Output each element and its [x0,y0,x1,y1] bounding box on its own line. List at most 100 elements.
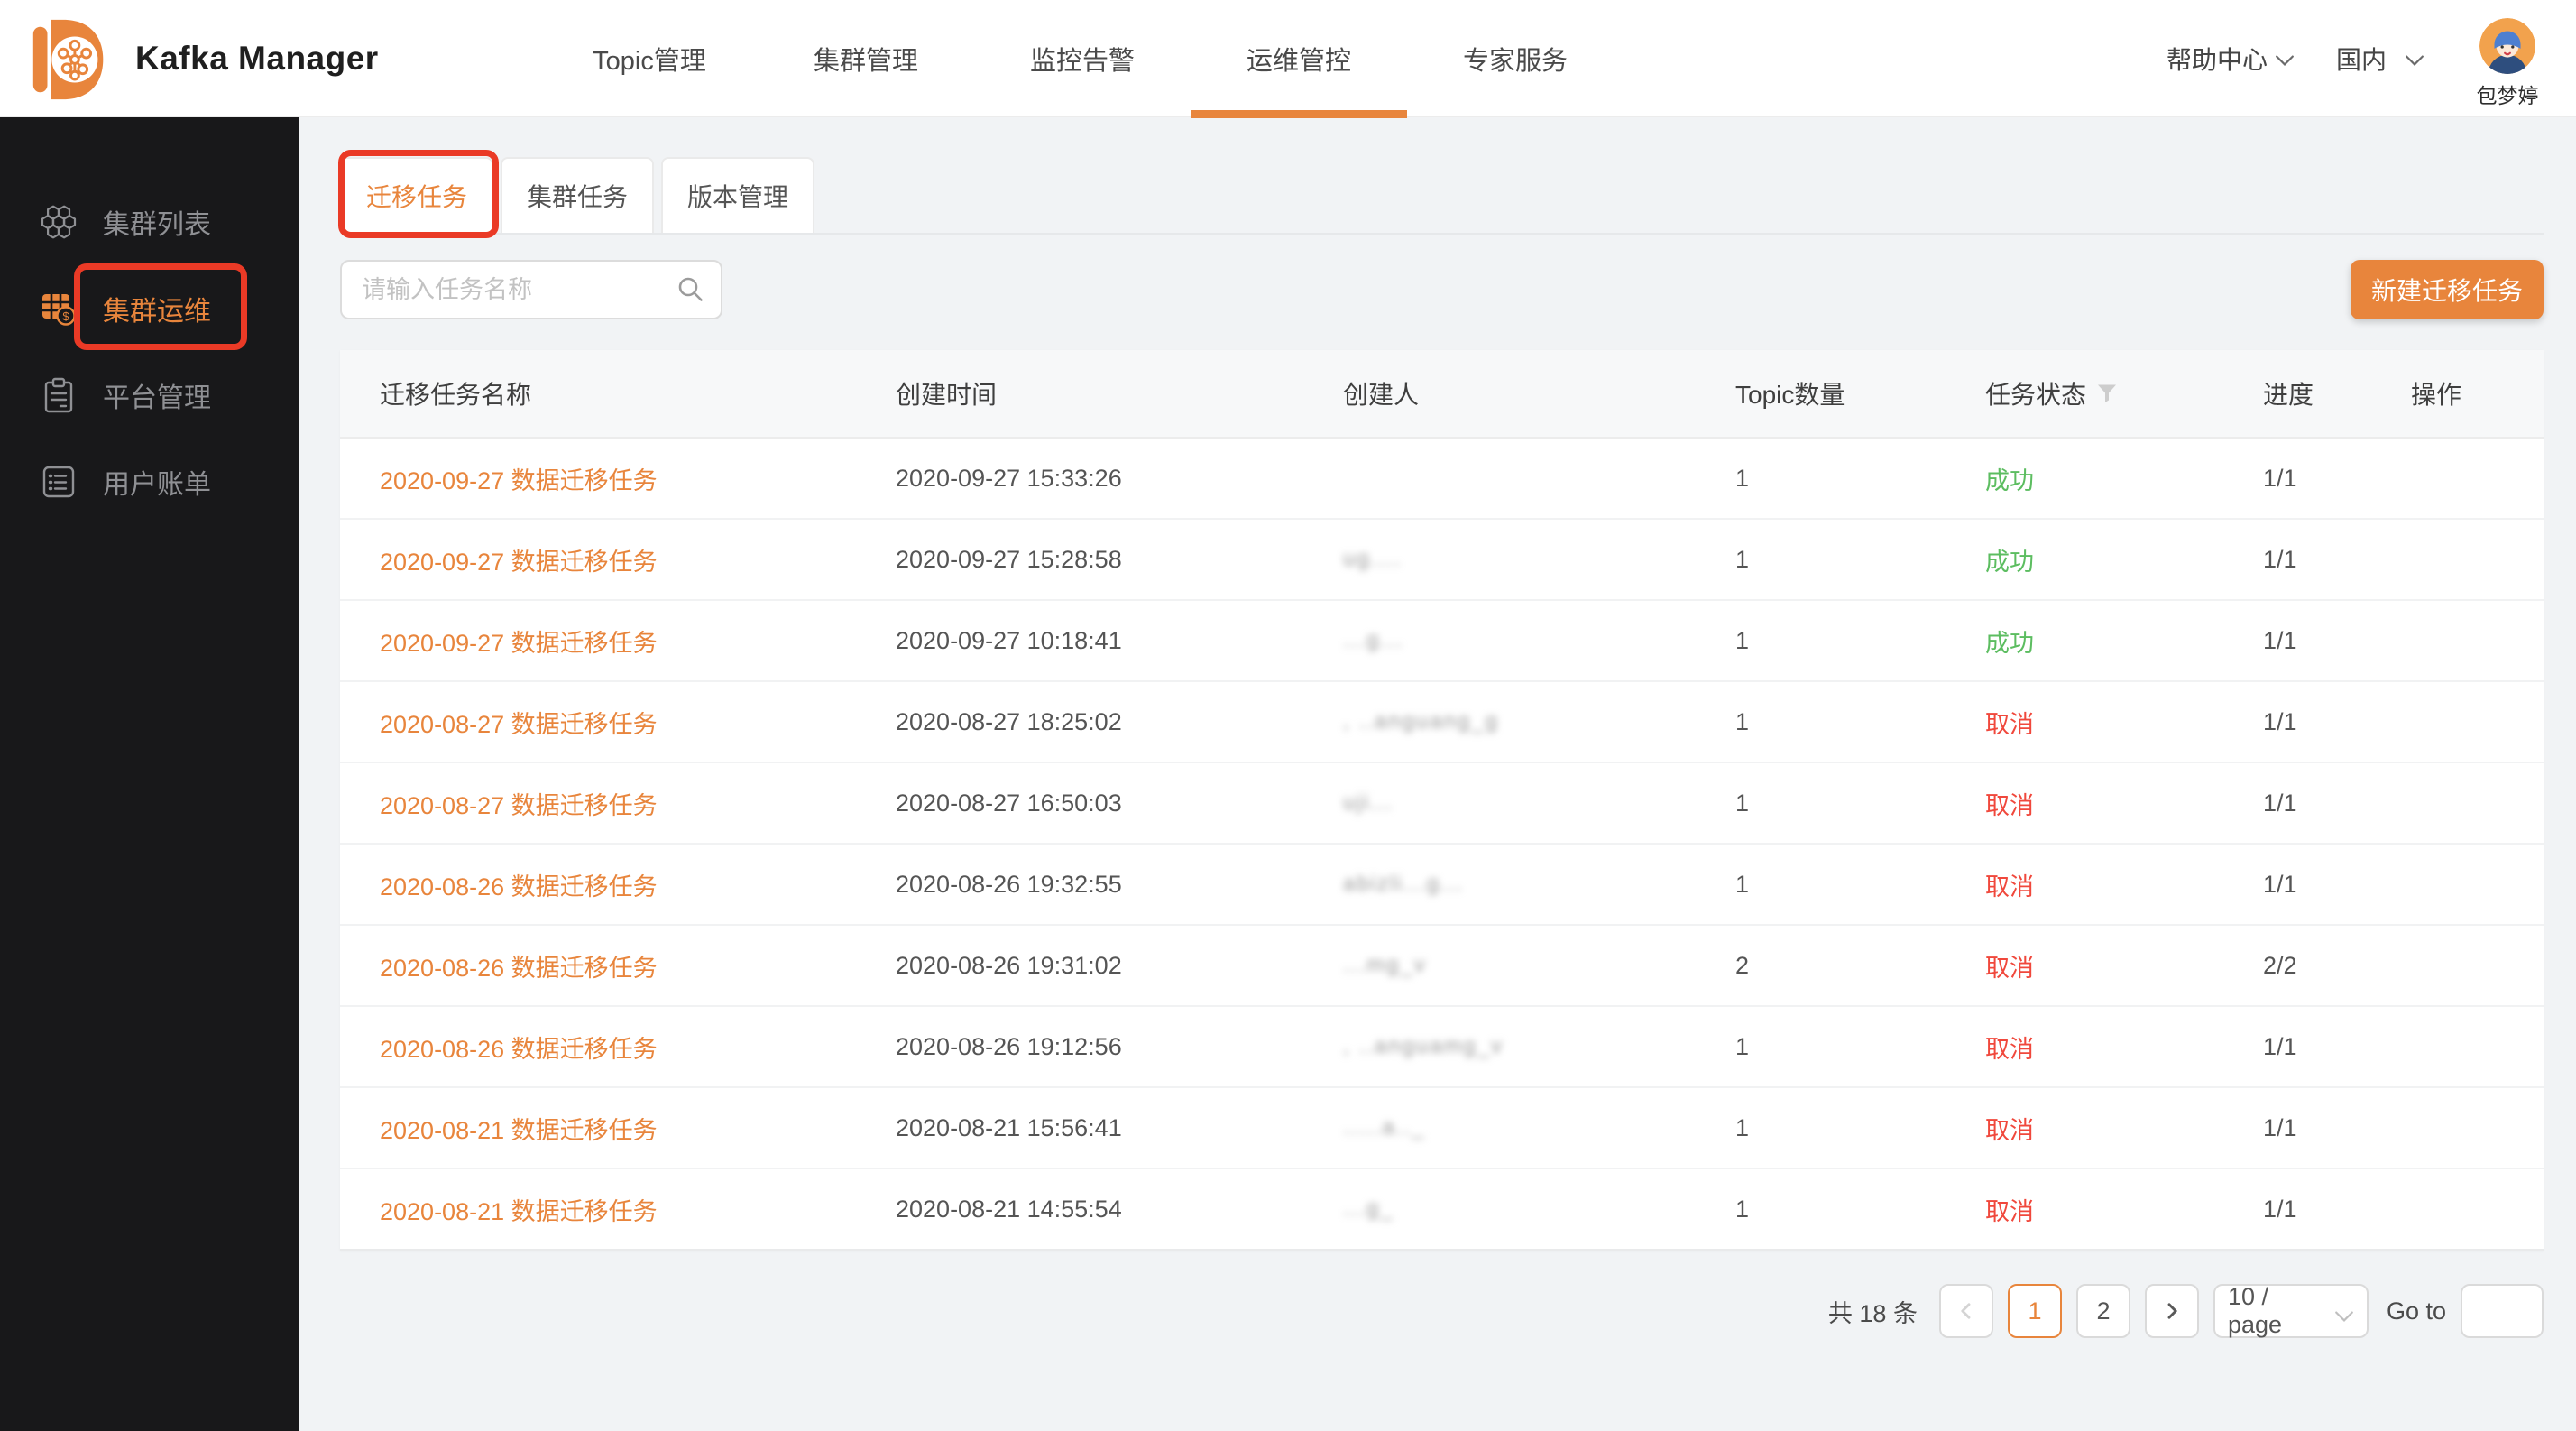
task-link[interactable]: 2020-09-27 数据迁移任务 [380,629,658,657]
goto-page-input[interactable] [2461,1284,2544,1338]
task-name-cell: 2020-09-27 数据迁移任务 [340,461,896,496]
creator-cell: abizli...g... [1343,872,1735,897]
creator-cell: , ..anguang_g [1343,709,1735,734]
create-migration-task-button[interactable]: 新建迁移任务 [2350,260,2544,319]
table-row: 2020-08-26 数据迁移任务 2020-08-26 19:32:55 abiz… [340,845,2544,926]
filter-icon[interactable] [2095,382,2119,405]
task-link[interactable]: 2020-08-27 数据迁移任务 [380,791,658,819]
top-nav: Topic管理 集群管理 监控告警 运维管控 专家服务 [541,0,1624,118]
progress-cell: 1/1 [2263,626,2297,654]
user-menu[interactable]: 包梦婷 [2466,9,2549,109]
table-row: 2020-08-21 数据迁移任务 2020-08-21 14:55:54 ...g… [340,1169,2544,1251]
task-link[interactable]: 2020-09-27 数据迁移任务 [380,548,658,576]
sidebar-items: 集群列表 $ 集群运维平台管理用户账单 [0,117,299,525]
creator-redacted-text: .....a.._ [1343,1115,1426,1140]
task-name-cell: 2020-08-27 数据迁移任务 [340,786,896,821]
status-cell: 取消 [1985,1111,2263,1146]
task-name-cell: 2020-08-26 数据迁移任务 [340,867,896,902]
nav-item-4[interactable]: 运维管控 [1191,0,1407,118]
task-link[interactable]: 2020-08-26 数据迁移任务 [380,872,658,900]
creator-redacted-text: ...g... [1343,628,1404,652]
table-row: 2020-09-27 数据迁移任务 2020-09-27 15:33:26 1 成功 1… [340,439,2544,520]
topic-count-cell: 1 [1735,626,1750,654]
status-cell: 成功 [1985,542,2263,577]
column-header-6: 进度 [2263,375,2411,411]
nav-item-1[interactable]: Topic管理 [541,0,758,117]
topic-count-cell: 1 [1735,464,1750,492]
header-right: 帮助中心 国内 [2167,0,2549,117]
nav-item-label: 集群管理 [813,47,918,76]
status-badge: 成功 [1985,466,2034,494]
pagination-next-button[interactable] [2144,1284,2199,1338]
nav-item-label: 监控告警 [1029,47,1135,76]
task-name-cell: 2020-08-21 数据迁移任务 [340,1192,896,1227]
created-time-cell: 2020-08-26 19:12:56 [896,1032,1122,1060]
column-header-label: 创建时间 [896,381,998,409]
topic-count-cell: 2 [1735,951,1750,979]
bill-list-icon [38,461,79,503]
created-time-cell: 2020-08-26 19:31:02 [896,951,1122,979]
sidebar: 集群列表 $ 集群运维平台管理用户账单 [0,117,299,1431]
sidebar-item-2[interactable]: $ 集群运维 [0,265,299,352]
pagination-prev-button[interactable] [1938,1284,1993,1338]
task-name-cell: 2020-09-27 数据迁移任务 [340,623,896,659]
created-time-cell: 2020-08-21 14:55:54 [896,1195,1122,1223]
status-badge: 取消 [1985,791,2034,819]
region-select[interactable]: 国内 [2336,41,2424,77]
sidebar-item-4[interactable]: 用户账单 [0,439,299,525]
tab-3[interactable]: 版本管理 [661,157,815,233]
column-header-label: 迁移任务名称 [380,381,532,409]
creator-redacted-text: uji... [1343,790,1394,815]
column-header-2: 创建时间 [896,375,1343,411]
table-row: 2020-08-26 数据迁移任务 2020-08-26 19:12:56 , ..… [340,1007,2544,1088]
status-badge: 取消 [1985,1035,2034,1063]
status-badge: 取消 [1985,710,2034,738]
task-link[interactable]: 2020-08-21 数据迁移任务 [380,1116,658,1144]
nav-item-5[interactable]: 专家服务 [1407,0,1624,117]
task-search-input[interactable] [340,260,722,319]
top-header: Kafka Manager Topic管理 集群管理 监控告警 运维管控 专家服务 帮助… [0,0,2576,118]
column-header-label: 创建人 [1343,381,1420,409]
pagination-page-1[interactable]: 1 [2007,1284,2062,1338]
tab-1[interactable]: 迁移任务 [340,157,494,235]
clipboard-icon [38,374,79,416]
user-name: 包梦婷 [2476,83,2539,107]
nav-item-2[interactable]: 集群管理 [758,0,974,117]
goto-label: Go to [2386,1297,2446,1325]
table-row: 2020-09-27 数据迁移任务 2020-09-27 10:18:41 ...g… [340,601,2544,682]
task-name-cell: 2020-08-26 数据迁移任务 [340,948,896,983]
sidebar-item-1[interactable]: 集群列表 [0,179,299,265]
creator-redacted-text: , ..anguang_g [1343,709,1499,734]
task-name-cell: 2020-08-21 数据迁移任务 [340,1111,896,1146]
creator-cell: , ..anguamg_v [1343,1034,1735,1059]
help-center-menu[interactable]: 帮助中心 [2167,41,2295,77]
search-icon [676,274,706,305]
sidebar-item-3[interactable]: 平台管理 [0,352,299,439]
task-link[interactable]: 2020-08-27 数据迁移任务 [380,710,658,738]
tab-label: 迁移任务 [366,183,468,211]
tab-2[interactable]: 集群任务 [501,157,655,233]
nav-item-3[interactable]: 监控告警 [974,0,1191,117]
nav-item-label: Topic管理 [593,47,706,76]
progress-cell: 1/1 [2263,464,2297,492]
creator-redacted-text: ug.... [1343,547,1403,571]
pagination-page-2[interactable]: 2 [2075,1284,2130,1338]
app-logo-icon[interactable] [25,13,115,105]
task-link[interactable]: 2020-08-21 数据迁移任务 [380,1197,658,1225]
task-link[interactable]: 2020-08-26 数据迁移任务 [380,1035,658,1063]
creator-cell: ug.... [1343,547,1735,572]
page-size-select[interactable]: 10 / page [2213,1283,2369,1338]
help-center-label: 帮助中心 [2166,46,2268,74]
sidebar-item-label: 平台管理 [103,383,211,413]
status-badge: 取消 [1985,1197,2034,1225]
task-link[interactable]: 2020-09-27 数据迁移任务 [380,466,658,494]
avatar [2479,17,2535,74]
status-cell: 取消 [1985,1029,2263,1065]
created-time-cell: 2020-08-27 16:50:03 [896,789,1122,817]
column-header-4: Topic数量 [1735,375,1985,411]
task-name-cell: 2020-08-26 数据迁移任务 [340,1029,896,1065]
status-cell: 取消 [1985,705,2263,740]
task-link[interactable]: 2020-08-26 数据迁移任务 [380,954,658,982]
